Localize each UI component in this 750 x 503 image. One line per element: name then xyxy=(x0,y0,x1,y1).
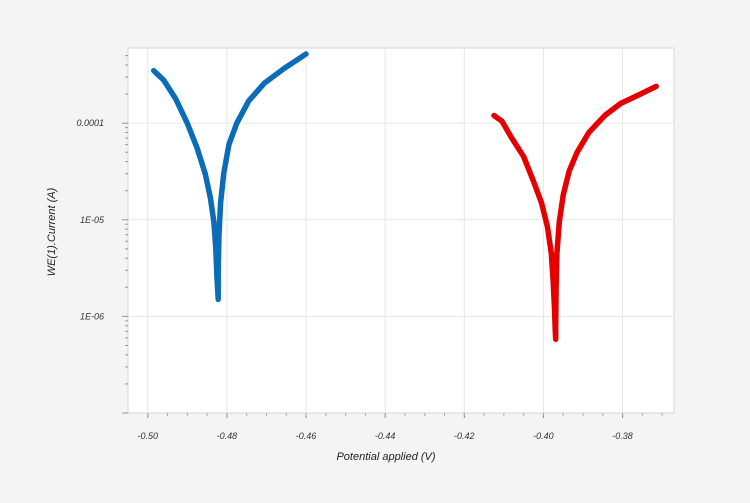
series-layer xyxy=(150,51,659,342)
y-axis-title: WE(1).Current (A) xyxy=(46,187,58,276)
x-tick-label: -0.44 xyxy=(375,431,396,441)
grid xyxy=(128,48,674,413)
x-tick-label: -0.38 xyxy=(612,431,633,441)
x-tick-label: -0.40 xyxy=(533,431,554,441)
x-tick-label: -0.48 xyxy=(217,431,238,441)
x-tick-label: -0.50 xyxy=(138,431,159,441)
axes: -0.50 -0.48 -0.46 -0.44 -0.42 -0.40 -0.38 0.000… xyxy=(76,55,663,441)
series-line-2 xyxy=(491,83,659,342)
y-tick-label: 1E-06 xyxy=(80,311,104,321)
x-tick-label: -0.42 xyxy=(454,431,475,441)
x-axis-title: Potential applied (V) xyxy=(336,451,435,463)
plot-area xyxy=(127,47,675,414)
y-tick-label: 1E-05 xyxy=(80,215,105,225)
series-line-1 xyxy=(150,51,309,303)
y-tick-label: 0.0001 xyxy=(76,118,104,128)
x-tick-label: -0.46 xyxy=(296,431,317,441)
